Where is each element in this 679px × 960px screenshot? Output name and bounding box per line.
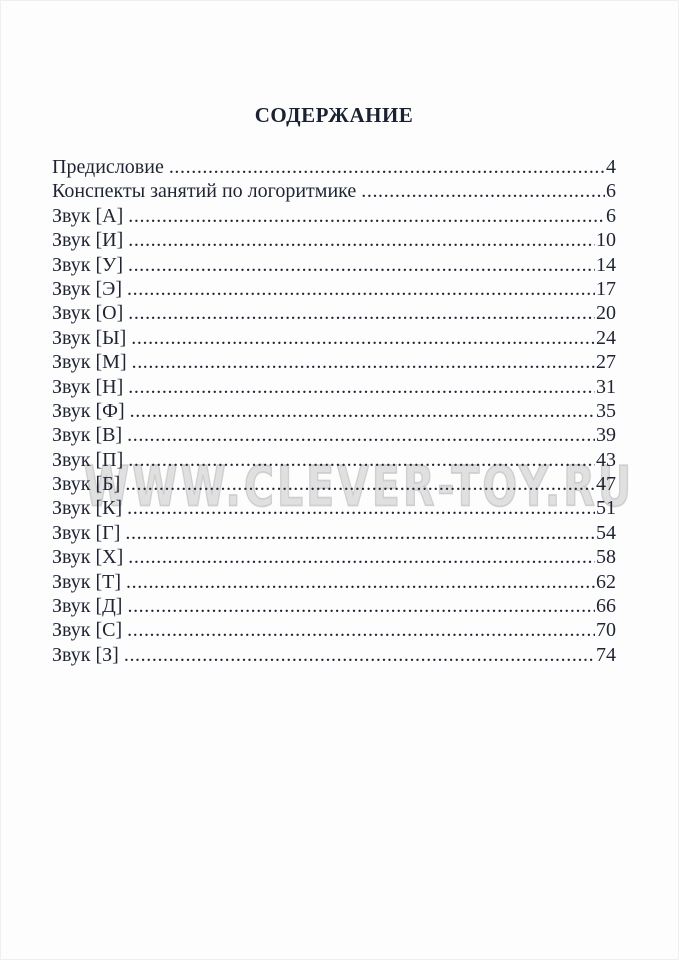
toc-entry-page: 54 <box>596 521 616 544</box>
toc-entry: Звук [Т]................................… <box>52 570 616 594</box>
toc-entry: Звук [А]................................… <box>52 204 616 228</box>
toc-entry: Звук [В]................................… <box>52 423 616 447</box>
toc-entry-page: 58 <box>596 546 616 569</box>
toc-entry-page: 43 <box>596 448 616 471</box>
toc-entry-label: Звук [О] <box>52 302 124 325</box>
dot-leader: ........................................… <box>123 643 595 666</box>
toc-entry-page: 66 <box>596 595 616 618</box>
dot-leader: ........................................… <box>127 424 595 447</box>
toc-entry-page: 17 <box>596 277 616 300</box>
toc-entry: Звук [Х]................................… <box>52 545 616 569</box>
toc-entry-page: 6 <box>606 180 616 203</box>
toc-entry-page: 62 <box>596 570 616 593</box>
toc-entry: Звук [М]................................… <box>52 350 616 374</box>
toc-entry-label: Звук [Г] <box>52 521 121 544</box>
dot-leader: ........................................… <box>129 399 595 422</box>
dot-leader: ........................................… <box>128 302 595 325</box>
toc-entry-label: Звук [Т] <box>52 570 122 593</box>
toc-entry-label: Звук [Н] <box>52 375 124 398</box>
dot-leader: ........................................… <box>127 253 595 276</box>
toc-entry-label: Звук [К] <box>52 497 123 520</box>
toc-entry-label: Звук [Х] <box>52 546 124 569</box>
toc-entry-label: Звук [Д] <box>52 595 123 618</box>
toc-entry-label: Конспекты занятий по логоритмике <box>52 180 357 203</box>
toc-entry: Звук [Э]................................… <box>52 277 616 301</box>
dot-leader: ........................................… <box>128 375 595 398</box>
toc-entry-page: 39 <box>596 424 616 447</box>
toc-entry-page: 51 <box>596 497 616 520</box>
toc-entry: Звук [О]................................… <box>52 301 616 325</box>
toc-entry: Звук [У]................................… <box>52 253 616 277</box>
toc-entry-page: 14 <box>596 253 616 276</box>
toc-entry-page: 6 <box>606 204 616 227</box>
toc-entry-page: 31 <box>596 375 616 398</box>
dot-leader: ........................................… <box>168 156 605 178</box>
toc-entry: Предисловие.............................… <box>52 155 616 179</box>
toc-entry: Звук [Г]................................… <box>52 521 616 545</box>
toc-entry-label: Звук [М] <box>52 351 127 374</box>
toc-entry-label: Звук [П] <box>52 448 124 471</box>
toc-entry: Конспекты занятий по логоритмике........… <box>52 179 616 203</box>
toc-entry-page: 35 <box>596 399 616 422</box>
toc-entry-page: 10 <box>596 229 616 252</box>
dot-leader: ........................................… <box>127 277 595 300</box>
toc-entry-page: 70 <box>596 619 616 642</box>
toc-entry: Звук [Н]................................… <box>52 375 616 399</box>
dot-leader: ........................................… <box>361 180 605 203</box>
dot-leader: ........................................… <box>131 351 595 374</box>
dot-leader: ........................................… <box>127 619 595 642</box>
toc-entry-label: Звук [Б] <box>52 473 121 496</box>
toc-entry-page: 20 <box>596 302 616 325</box>
dot-leader: ........................................… <box>127 497 595 520</box>
dot-leader: ........................................… <box>128 546 595 569</box>
dot-leader: ........................................… <box>128 229 595 252</box>
dot-leader: ........................................… <box>125 521 595 544</box>
toc-entry-page: 24 <box>596 326 616 349</box>
toc-entry-label: Звук [Ф] <box>52 399 125 422</box>
toc-entry: Звук [К]................................… <box>52 496 616 520</box>
table-of-contents: Предисловие.............................… <box>52 155 616 667</box>
dot-leader: ........................................… <box>125 473 595 496</box>
toc-entry-label: Звук [А] <box>52 204 124 227</box>
dot-leader: ........................................… <box>131 326 595 349</box>
toc-entry: Звук [Д]................................… <box>52 594 616 618</box>
toc-entry-page: 27 <box>596 351 616 374</box>
toc-entry: Звук [П]................................… <box>52 448 616 472</box>
toc-entry-label: Звук [В] <box>52 424 123 447</box>
toc-entry-label: Звук [Ы] <box>52 326 127 349</box>
toc-entry: Звук [Ы]................................… <box>52 326 616 350</box>
dot-leader: ........................................… <box>128 204 605 227</box>
toc-entry-label: Предисловие <box>52 156 164 178</box>
toc-entry: Звук [Б]................................… <box>52 472 616 496</box>
toc-entry: Звук [С]................................… <box>52 618 616 642</box>
toc-entry-page: 47 <box>596 473 616 496</box>
dot-leader: ........................................… <box>128 448 595 471</box>
dot-leader: ........................................… <box>126 570 595 593</box>
toc-entry-label: Звук [У] <box>52 253 123 276</box>
toc-entry-page: 4 <box>606 156 616 178</box>
toc-entry-label: Звук [З] <box>52 643 119 666</box>
toc-entry: Звук [З]................................… <box>52 643 616 667</box>
toc-entry-label: Звук [И] <box>52 229 124 252</box>
dot-leader: ........................................… <box>127 595 595 618</box>
toc-entry: Звук [И]................................… <box>52 228 616 252</box>
page-title: СОДЕРЖАНИЕ <box>254 103 414 127</box>
toc-entry-page: 74 <box>596 643 616 666</box>
toc-entry-label: Звук [Э] <box>52 277 123 300</box>
toc-entry-label: Звук [С] <box>52 619 123 642</box>
toc-entry: Звук [Ф]................................… <box>52 399 616 423</box>
